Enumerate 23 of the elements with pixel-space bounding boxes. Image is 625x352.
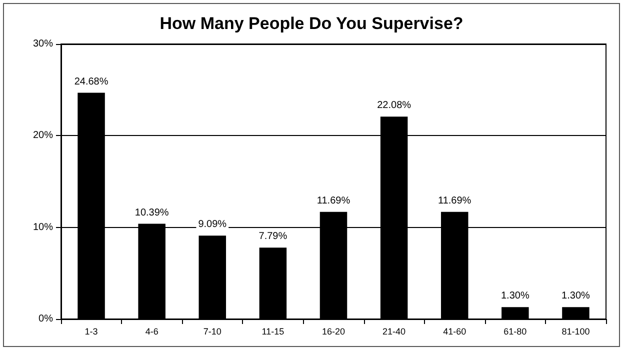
data-label: 24.68%	[74, 76, 108, 88]
x-tick-label: 81-100	[562, 326, 590, 336]
data-label: 1.30%	[562, 290, 590, 302]
data-label: 10.39%	[134, 207, 169, 218]
data-label: 7.79%	[258, 231, 288, 242]
data-label: 11.69%	[316, 195, 350, 206]
data-label: 11.69%	[438, 195, 472, 206]
y-tick-label: 10%	[32, 222, 54, 233]
x-tick-label: 7-10	[203, 326, 222, 336]
y-tick-label: 30%	[32, 38, 54, 50]
x-tick-label: 41-60	[443, 326, 466, 336]
y-tick-label: 20%	[32, 130, 54, 142]
x-tick-label: 21-40	[382, 326, 406, 336]
x-tick-label: 61-80	[504, 326, 527, 336]
x-tick-label: 16-20	[322, 326, 346, 336]
data-label: 9.09%	[198, 219, 227, 230]
y-tick-label: 0%	[38, 314, 54, 324]
x-tick-label: 11-15	[262, 326, 284, 336]
chart-title: How Many People Do You Supervise?	[160, 14, 464, 33]
x-tick-label: 1-3	[84, 326, 98, 336]
x-tick-label: 4-6	[145, 326, 158, 336]
data-label: 22.08%	[377, 100, 412, 112]
data-label: 1.30%	[500, 290, 530, 302]
